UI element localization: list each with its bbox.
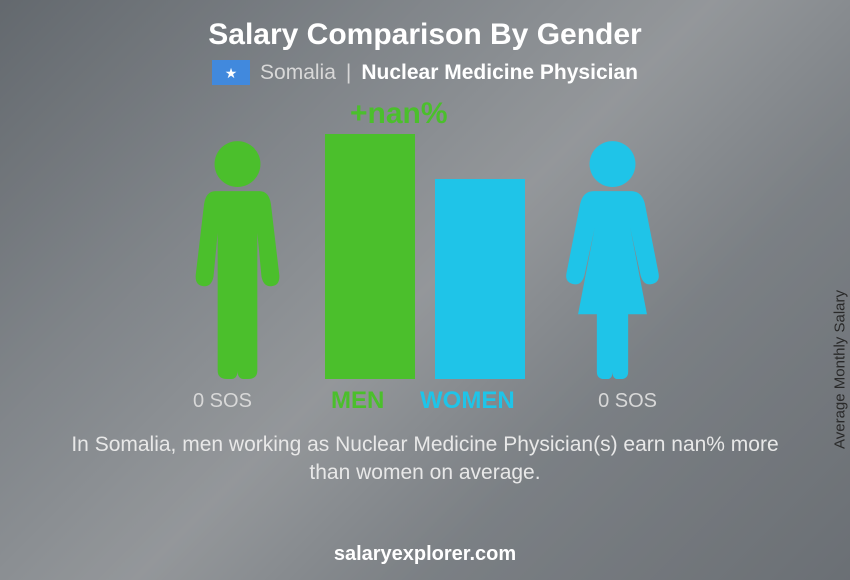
infographic-container: Salary Comparison By Gender Somalia | Nu… [0, 0, 850, 580]
job-title-label: Nuclear Medicine Physician [361, 61, 638, 85]
separator: | [346, 61, 351, 85]
footer-site: salaryexplorer.com [0, 543, 850, 566]
women-label: WOMEN [420, 387, 515, 415]
female-person-icon [560, 139, 665, 379]
male-person-icon [185, 139, 290, 379]
male-value-label: 0 SOS [193, 390, 252, 413]
subtitle-row: Somalia | Nuclear Medicine Physician [212, 60, 638, 85]
female-value-label: 0 SOS [598, 390, 657, 413]
y-axis-label: Average Monthly Salary [832, 290, 849, 449]
main-title: Salary Comparison By Gender [208, 18, 641, 52]
men-bar [325, 134, 415, 379]
country-label: Somalia [260, 61, 336, 85]
chart-area: +nan% 0 SOS MEN WOMEN 0 SOS [115, 97, 735, 417]
chart-bottom-labels: 0 SOS MEN WOMEN 0 SOS [115, 385, 735, 417]
women-bar [435, 179, 525, 379]
men-label: MEN [331, 387, 384, 415]
somalia-flag-icon [212, 60, 250, 85]
percent-difference-label: +nan% [350, 97, 448, 131]
caption-text: In Somalia, men working as Nuclear Medic… [65, 431, 785, 488]
